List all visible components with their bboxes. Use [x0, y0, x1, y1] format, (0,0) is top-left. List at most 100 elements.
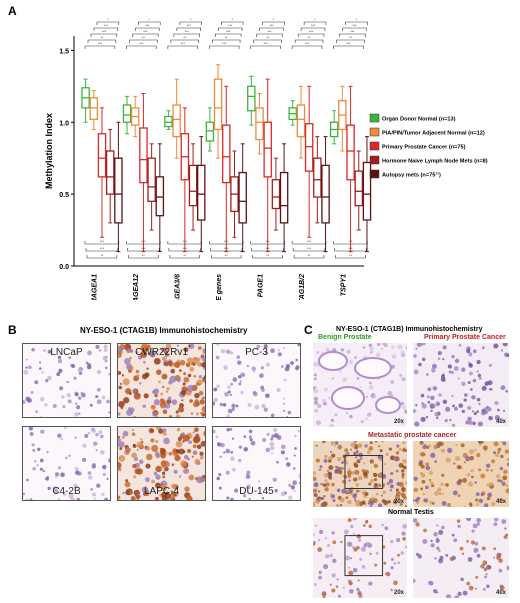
box — [346, 124, 355, 181]
cell-nucleus — [481, 411, 486, 416]
cell-nucleus — [378, 503, 383, 507]
cell-nucleus — [446, 594, 452, 598]
cell-nucleus — [330, 450, 333, 454]
box — [213, 78, 223, 131]
cell-nucleus — [215, 435, 219, 439]
cell-nucleus — [172, 448, 178, 454]
cell-nucleus — [419, 452, 425, 457]
cell-nucleus — [271, 434, 275, 438]
cell-nucleus — [505, 488, 509, 494]
cell-nucleus — [354, 441, 357, 444]
sig-bracket-top — [214, 33, 242, 37]
cell-nucleus — [98, 430, 103, 435]
cell-nucleus — [349, 414, 353, 419]
cell-nucleus — [105, 366, 108, 370]
cell-nucleus — [335, 465, 338, 469]
cell-nucleus — [42, 469, 45, 473]
cell-nucleus — [29, 498, 33, 500]
cell-nucleus — [43, 349, 46, 352]
cell-nucleus — [360, 457, 363, 460]
cell-nucleus — [469, 455, 474, 461]
cell-nucleus — [237, 375, 242, 379]
magnification-label: 20x — [393, 419, 404, 425]
cell-nucleus — [85, 361, 89, 365]
micrograph-texture — [118, 427, 206, 500]
cell-nucleus — [314, 377, 317, 381]
cell-nucleus — [54, 472, 60, 477]
cell-nucleus — [422, 444, 427, 450]
cell-nucleus — [175, 414, 181, 417]
cell-nucleus — [248, 435, 252, 439]
cell-nucleus — [451, 533, 455, 537]
cell-nucleus — [429, 403, 435, 409]
cell-nucleus — [481, 546, 486, 551]
cell-nucleus — [136, 468, 143, 475]
cell-nucleus — [205, 483, 206, 485]
cell-line-panel: PC-3 — [212, 343, 301, 418]
cell-nucleus — [36, 464, 39, 467]
sig-label-top: *** — [270, 24, 275, 28]
cell-nucleus — [227, 390, 231, 394]
cell-nucleus — [499, 479, 503, 483]
sig-label-top: *** — [187, 24, 192, 28]
legend-swatch — [369, 127, 380, 137]
cell-nucleus — [497, 479, 500, 482]
cell-nucleus — [358, 452, 363, 458]
cell-nucleus — [486, 463, 491, 468]
cell-nucleus — [239, 380, 242, 383]
cell-nucleus — [349, 448, 353, 451]
micrograph-background — [23, 427, 110, 500]
cell-nucleus — [122, 378, 130, 386]
cell-nucleus — [75, 470, 80, 475]
cell-nucleus — [313, 493, 318, 497]
sig-label-top: *** — [346, 42, 351, 46]
cell-nucleus — [476, 410, 479, 413]
cell-nucleus — [434, 460, 438, 463]
cell-nucleus — [415, 404, 418, 407]
cell-nucleus — [313, 396, 319, 402]
cell-nucleus — [217, 442, 222, 447]
cell-nucleus — [57, 433, 62, 438]
cell-nucleus — [23, 369, 29, 375]
sig-bracket-top — [262, 21, 285, 25]
cell-nucleus — [95, 395, 99, 399]
cell-nucleus — [121, 374, 125, 377]
box — [321, 164, 330, 224]
micrograph-texture — [213, 427, 300, 500]
cell-nucleus — [45, 476, 49, 481]
cell-nucleus — [325, 482, 330, 487]
cell-nucleus — [66, 380, 69, 384]
cell-nucleus — [118, 436, 120, 439]
cell-nucleus — [160, 452, 166, 459]
cell-nucleus — [350, 524, 354, 529]
cell-nucleus — [150, 404, 156, 410]
cell-nucleus — [202, 474, 205, 478]
cell-nucleus — [476, 397, 481, 402]
cell-nucleus — [402, 441, 406, 445]
cell-nucleus — [240, 372, 245, 378]
cell-nucleus — [355, 501, 361, 507]
cell-nucleus — [200, 440, 205, 447]
cell-line-panel: CWR22Rv1 — [117, 343, 206, 418]
cell-nucleus — [413, 476, 418, 481]
cell-nucleus — [188, 344, 191, 348]
cell-nucleus — [425, 465, 431, 471]
cell-nucleus — [124, 481, 131, 488]
cell-nucleus — [185, 468, 189, 472]
cell-nucleus — [129, 392, 132, 396]
cell-nucleus — [330, 418, 335, 423]
cell-nucleus — [100, 450, 105, 455]
cell-nucleus — [23, 492, 25, 496]
cell-nucleus — [423, 498, 429, 503]
cell-nucleus — [108, 373, 110, 376]
cell-nucleus — [39, 416, 42, 417]
cell-nucleus — [467, 361, 471, 364]
cell-nucleus — [463, 393, 468, 397]
cell-nucleus — [457, 377, 460, 380]
cell-nucleus — [57, 498, 61, 500]
sig-label-bottom: ** — [225, 254, 228, 258]
cell-nucleus — [58, 466, 62, 470]
cell-nucleus — [145, 453, 153, 461]
cell-nucleus — [176, 427, 181, 432]
sig-bracket-top — [167, 45, 198, 49]
